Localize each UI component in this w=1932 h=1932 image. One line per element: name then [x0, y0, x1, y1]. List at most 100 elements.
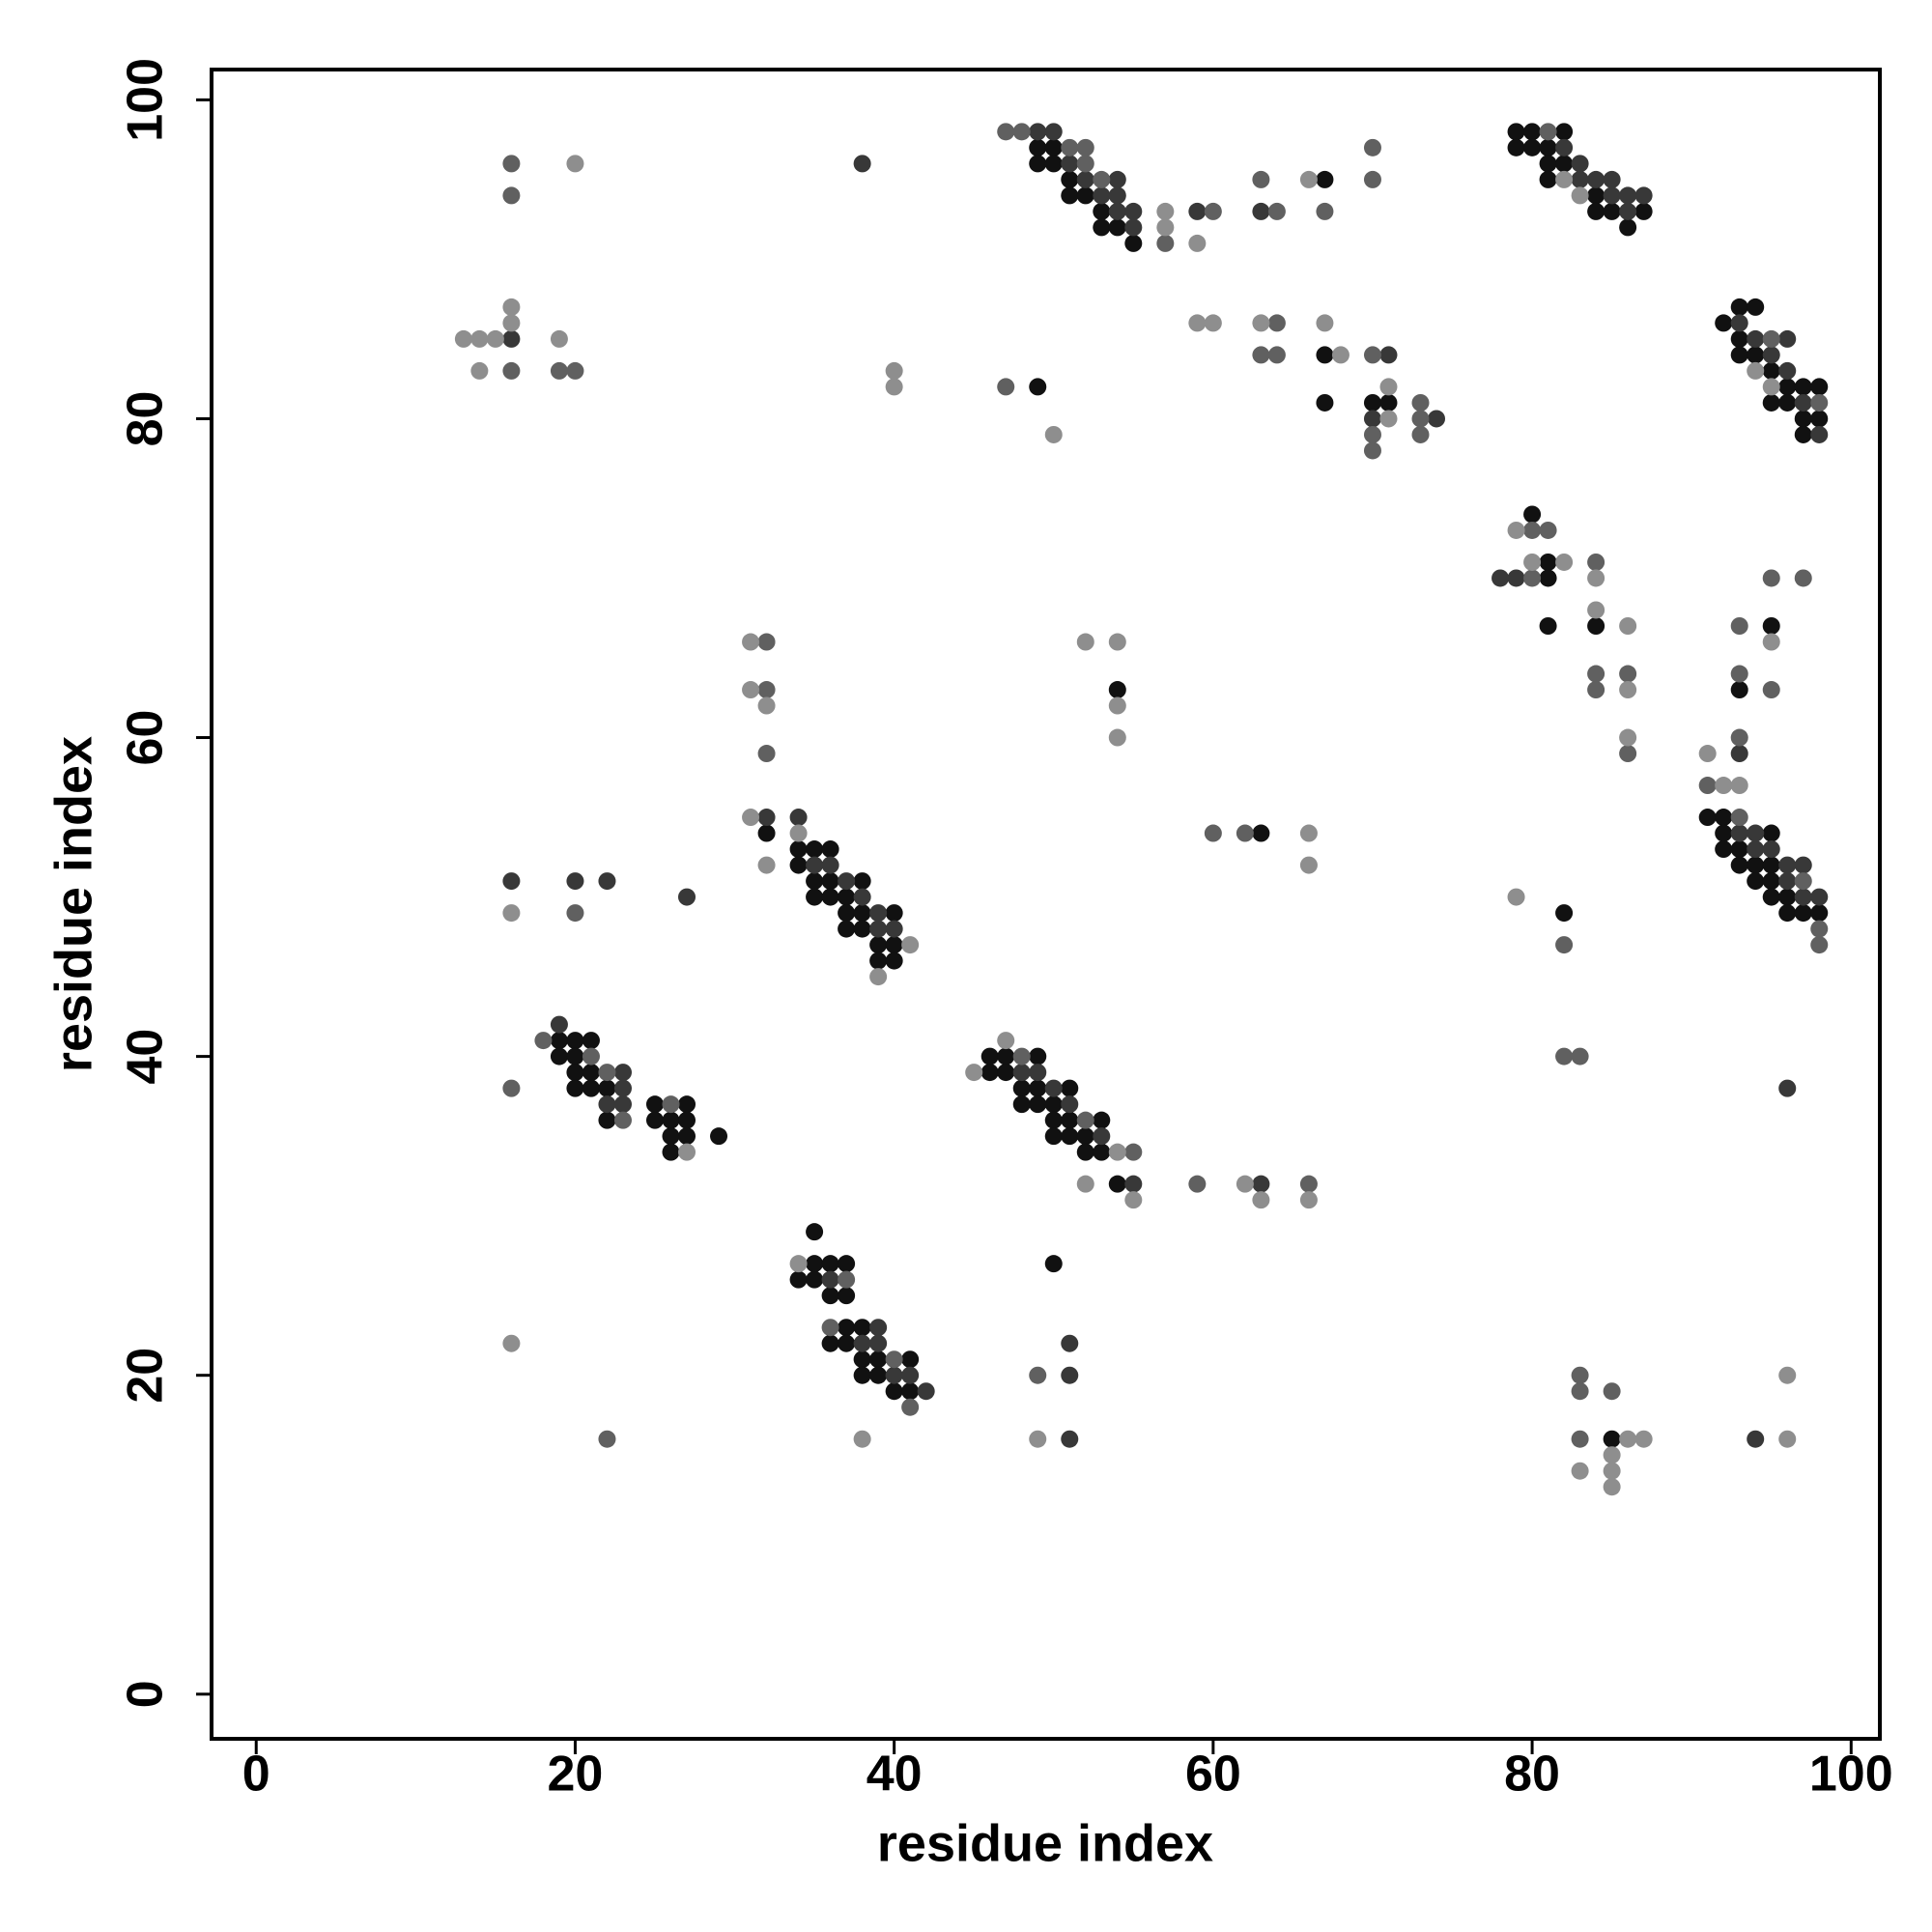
point [821, 1255, 839, 1273]
point [853, 1350, 871, 1369]
point [838, 1319, 856, 1337]
point [997, 1064, 1015, 1082]
point [1076, 138, 1094, 156]
point [1156, 218, 1175, 237]
point [1124, 1191, 1143, 1209]
point [1587, 170, 1605, 188]
point [1634, 1430, 1653, 1448]
point [1715, 824, 1733, 842]
x-tick-label: 40 [867, 1747, 923, 1803]
point [1762, 346, 1780, 364]
point [1778, 872, 1797, 891]
point [1029, 378, 1047, 396]
x-axis-title: residue index [877, 1814, 1213, 1872]
point [806, 1255, 824, 1273]
point [853, 904, 871, 923]
point [1012, 1079, 1031, 1097]
point [1411, 410, 1430, 428]
point [1379, 346, 1398, 364]
point [806, 856, 824, 874]
point [1316, 346, 1334, 364]
point [550, 1047, 568, 1065]
point [806, 840, 824, 859]
point [757, 696, 776, 715]
point [806, 1223, 824, 1241]
point [901, 1398, 920, 1416]
point [1555, 553, 1574, 571]
point [1539, 138, 1557, 156]
point [1363, 410, 1381, 428]
point [1762, 569, 1780, 587]
point [1093, 186, 1111, 205]
point [1029, 138, 1047, 156]
point [789, 809, 808, 827]
point [965, 1064, 983, 1082]
point [1379, 393, 1398, 412]
point [613, 1064, 632, 1082]
point [853, 872, 871, 891]
point [1587, 665, 1605, 683]
point [1108, 202, 1126, 220]
point [1794, 904, 1812, 923]
point [789, 840, 808, 859]
point [1715, 809, 1733, 827]
point [1730, 840, 1748, 859]
point [1603, 1478, 1621, 1496]
point [1411, 393, 1430, 412]
point [1794, 425, 1812, 443]
point [885, 378, 903, 396]
point [1108, 1175, 1126, 1193]
point [1523, 505, 1542, 524]
point [1029, 1430, 1047, 1448]
point [1778, 1366, 1797, 1384]
point [1747, 824, 1765, 842]
point [853, 888, 871, 906]
point [853, 1334, 871, 1352]
point [1061, 1430, 1079, 1448]
point [821, 1319, 839, 1337]
point [566, 1079, 584, 1097]
point [1715, 840, 1733, 859]
point [1555, 1047, 1574, 1065]
point [678, 1095, 696, 1114]
point [1267, 202, 1286, 220]
point [1507, 521, 1525, 539]
point [1794, 872, 1812, 891]
point [1044, 1079, 1063, 1097]
point [1044, 1095, 1063, 1114]
point [1299, 824, 1318, 842]
point [1810, 378, 1829, 396]
point [1076, 633, 1094, 651]
point [980, 1064, 999, 1082]
point [869, 968, 888, 986]
point [550, 1015, 568, 1034]
point [1810, 936, 1829, 954]
point [869, 920, 888, 938]
point [1044, 1255, 1063, 1273]
point [1236, 1175, 1254, 1193]
point [1108, 218, 1126, 237]
point [1267, 346, 1286, 364]
point [1603, 1382, 1621, 1401]
point [1044, 1111, 1063, 1129]
point [1012, 1095, 1031, 1114]
point [598, 1064, 616, 1082]
point [1762, 393, 1780, 412]
point [1762, 888, 1780, 906]
point [1507, 888, 1525, 906]
y-tick-label: 0 [118, 1680, 174, 1708]
point [838, 1334, 856, 1352]
point [1810, 888, 1829, 906]
point [1794, 410, 1812, 428]
point [1603, 186, 1621, 205]
point [1603, 1462, 1621, 1480]
point [1747, 1430, 1765, 1448]
point [757, 809, 776, 827]
point [1747, 856, 1765, 874]
point [1299, 1191, 1318, 1209]
point [1076, 1127, 1094, 1146]
point [1730, 665, 1748, 683]
point [1555, 170, 1574, 188]
point [1029, 1047, 1047, 1065]
